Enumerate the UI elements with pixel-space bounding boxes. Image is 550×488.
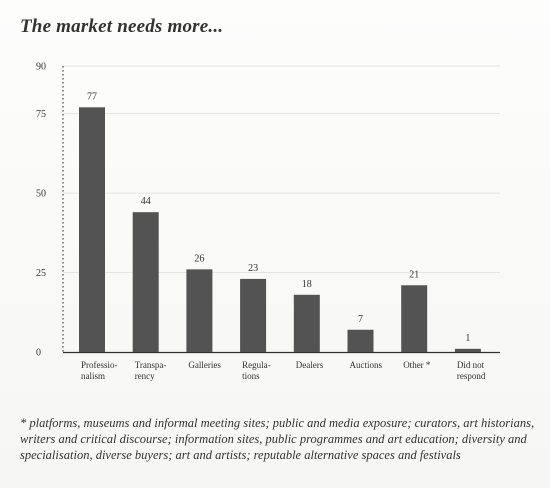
x-tick-label-2-0: Galleries	[188, 360, 221, 370]
x-tick-label-7-0: Did not	[457, 360, 485, 370]
data-label-7: 1	[465, 333, 470, 344]
data-label-2: 26	[194, 253, 204, 264]
bar-3	[240, 278, 267, 352]
y-tick-label-90: 90	[36, 62, 46, 73]
x-tick-label-5-0: Auctions	[350, 360, 383, 370]
x-tick-label-1-0: Transpa-	[135, 360, 167, 370]
grid-layer	[63, 65, 500, 274]
footnote: * platforms, museums and informal meetin…	[20, 416, 535, 462]
x-tick-label-0-1: nalism	[81, 371, 105, 381]
data-label-1: 44	[141, 196, 151, 207]
data-label-5: 7	[358, 314, 363, 325]
y-tick-label-50: 50	[36, 189, 46, 200]
bar-1	[132, 212, 159, 352]
data-label-4: 18	[302, 279, 312, 290]
data-label-3: 23	[248, 263, 258, 274]
x-tick-label-0-0: Professio-	[81, 360, 118, 370]
y-tick-label-75: 75	[36, 109, 46, 120]
bar-7	[454, 348, 481, 352]
x-tick-label-3-0: Regula-	[242, 360, 271, 370]
y-tick-label-25: 25	[36, 268, 46, 279]
x-tick-label-7-1: respond	[457, 371, 486, 381]
data-label-0: 77	[87, 91, 97, 102]
x-tick-label-3-1: tions	[242, 371, 260, 381]
axis-layer: 0 25 50 75 90	[36, 62, 500, 359]
bar-2	[186, 269, 213, 352]
x-tick-label-6-0: Other *	[403, 360, 431, 370]
chart-title: The market needs more...	[20, 16, 224, 37]
x-tick-label-1-1: rency	[135, 371, 155, 381]
y-tick-label-0: 0	[36, 348, 41, 359]
bar-chart: 0 25 50 75 90 77 Professio-nalism 44 Transpa-re…	[36, 62, 500, 381]
bar-6	[401, 285, 428, 352]
bar-5	[347, 329, 374, 352]
bar-4	[293, 294, 320, 352]
data-label-6: 21	[409, 269, 419, 280]
bar-0	[79, 107, 105, 352]
x-tick-label-4-0: Dealers	[296, 360, 324, 370]
bar-layer: 77 Professio-nalism 44 Transpa-rency 26 Galle…	[79, 91, 486, 381]
